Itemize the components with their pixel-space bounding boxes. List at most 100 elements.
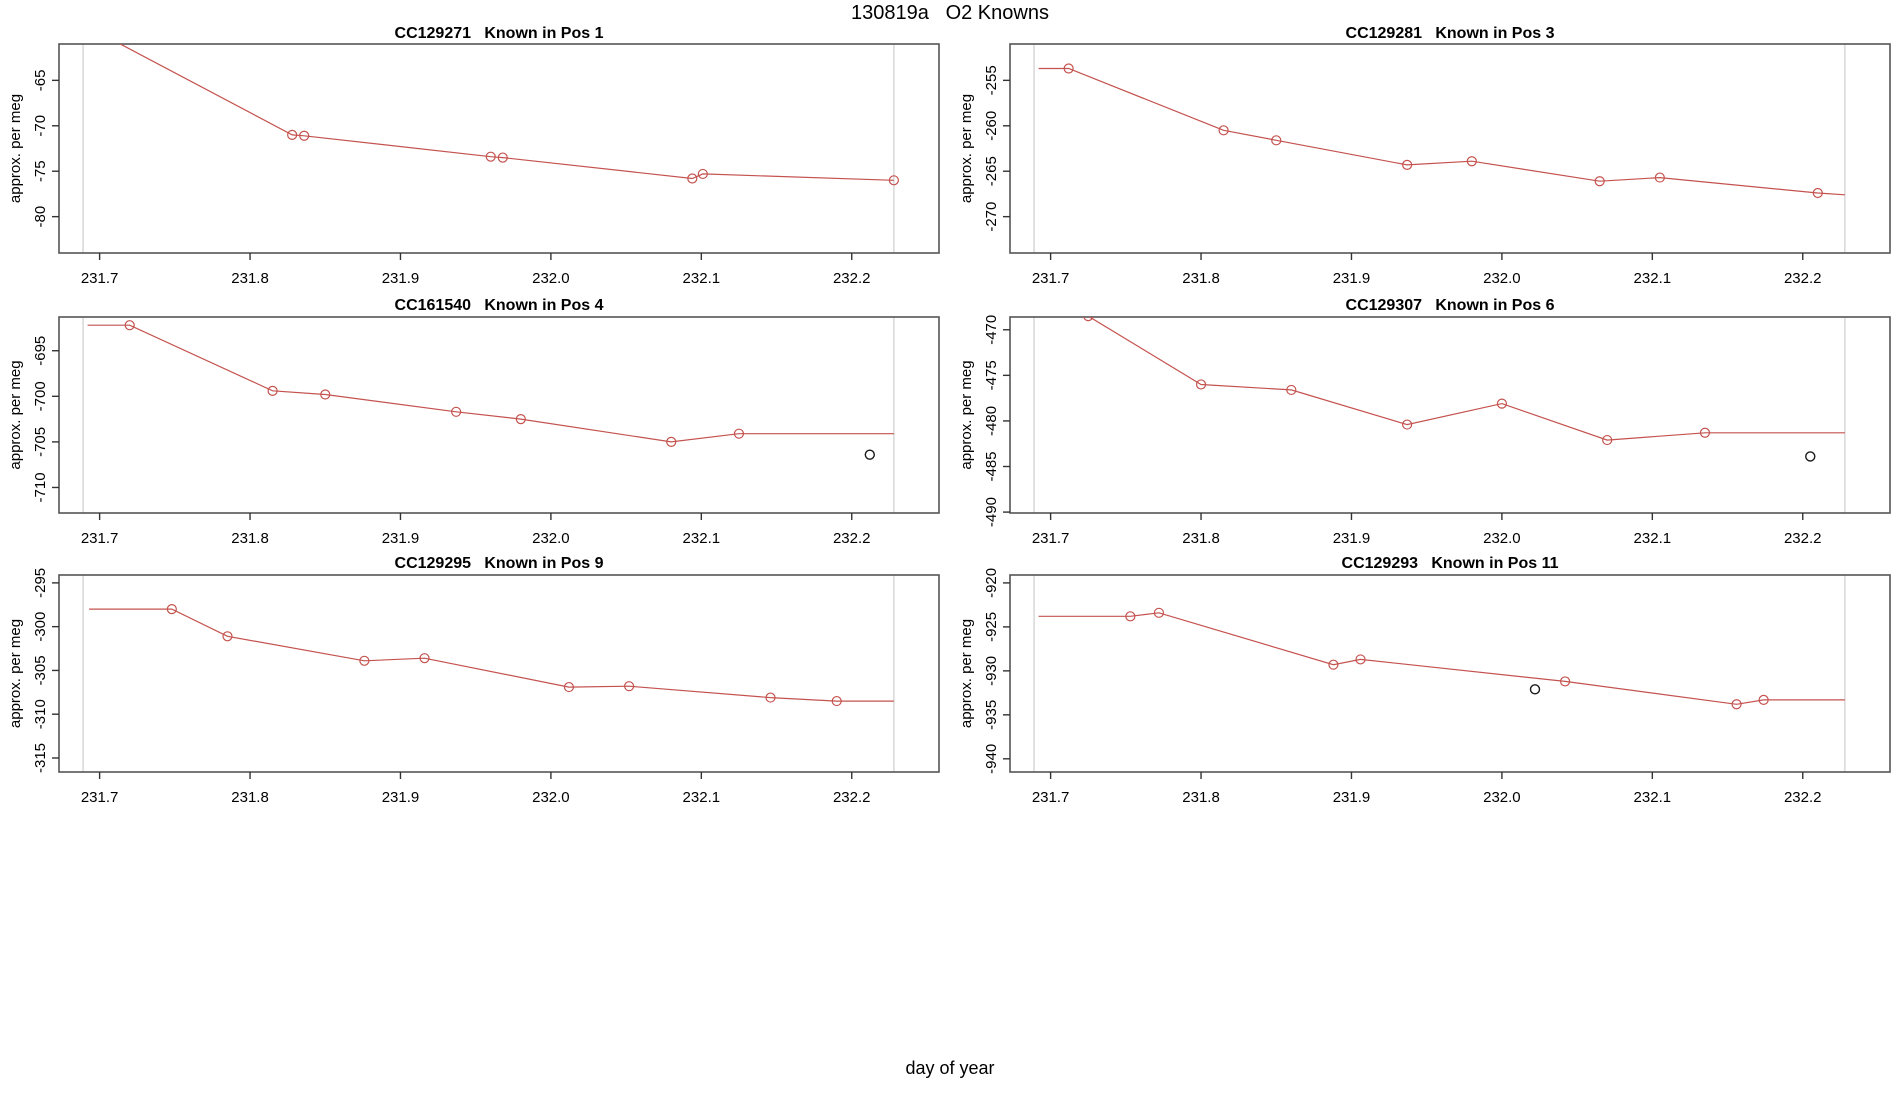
y-tick-label: -310: [32, 699, 49, 729]
y-tick-label: -490: [983, 497, 1000, 527]
x-axis-label: day of year: [905, 1058, 995, 1078]
data-point: [1402, 419, 1413, 430]
y-tick-label: -485: [983, 451, 1000, 481]
data-point: [1083, 317, 1094, 322]
panel-border: [1009, 43, 1891, 254]
data-point: [497, 152, 508, 163]
panel-plot-area: [89, 604, 894, 707]
data-point: [166, 604, 177, 615]
x-tick-label: 232.1: [1634, 789, 1672, 806]
x-tick-label: 232.0: [532, 270, 570, 287]
y-tick-label: -475: [983, 360, 1000, 390]
x-tick-label: 231.7: [81, 530, 119, 547]
x-tick-label: 232.2: [1784, 789, 1822, 806]
data-point: [1699, 427, 1711, 438]
x-tick-label: 231.9: [1333, 270, 1371, 287]
data-point: [666, 436, 677, 447]
x-tick-label: 232.2: [1784, 270, 1822, 287]
data-point: [1594, 176, 1605, 187]
y-tick-label: -480: [983, 406, 1000, 436]
x-tick-label: 232.0: [532, 530, 570, 547]
y-axis-label: approx. per meg: [958, 619, 975, 728]
data-point: [124, 320, 135, 331]
y-tick-label: -260: [983, 111, 1000, 141]
y-axis-label: approx. per meg: [958, 360, 975, 469]
x-tick-label: 232.1: [683, 270, 721, 287]
x-tick-label: 231.9: [382, 270, 420, 287]
x-tick-label: 231.7: [81, 789, 119, 806]
data-point: [1559, 676, 1571, 687]
data-point: [267, 385, 278, 396]
panel-border: [58, 43, 940, 254]
x-tick-label: 231.7: [1032, 789, 1070, 806]
series-line: [1038, 67, 1845, 196]
x-tick-label: 232.2: [833, 270, 871, 287]
panel-CC129295: 231.7 231.8 231.9 232.0 232.1 232.2 -295 -300 -3…: [7, 555, 940, 806]
y-tick-label: -265: [983, 156, 1000, 186]
data-point: [320, 389, 331, 400]
y-tick-label: -305: [32, 655, 49, 685]
y-tick-label: -295: [32, 568, 49, 598]
panel-border: [1009, 316, 1891, 514]
data-point: [1402, 159, 1413, 170]
data-point: [515, 414, 526, 425]
data-point: [1466, 156, 1477, 167]
panel-plot-area: [118, 44, 899, 186]
data-point: [485, 151, 496, 162]
outlier-point: [1529, 684, 1541, 695]
x-tick-label: 231.9: [1333, 789, 1371, 806]
x-tick-label: 232.0: [1483, 789, 1521, 806]
x-tick-label: 232.1: [683, 530, 721, 547]
x-tick-label: 231.9: [382, 789, 420, 806]
data-point: [765, 692, 776, 703]
y-tick-label: -470: [983, 315, 1000, 345]
outlier-point: [864, 449, 876, 460]
x-tick-label: 231.8: [231, 270, 269, 287]
series-line: [87, 324, 894, 443]
y-tick-label: -255: [983, 65, 1000, 95]
panel-title: CC161540 Known in Pos 4: [395, 297, 604, 314]
panel-plot-area: [87, 320, 894, 460]
data-point: [624, 681, 635, 692]
panel-CC129293: 231.7 231.8 231.9 232.0 232.1 232.2 -920 -925 -9…: [958, 555, 1891, 806]
x-tick-label: 231.8: [1182, 789, 1220, 806]
data-point: [1355, 654, 1366, 665]
x-tick-label: 232.1: [1634, 530, 1672, 547]
y-tick-label: -300: [32, 612, 49, 642]
data-point: [1063, 63, 1074, 74]
data-point: [1496, 398, 1507, 409]
panel-border: [58, 574, 940, 773]
data-point: [1125, 611, 1136, 622]
data-point: [831, 695, 842, 707]
data-point: [697, 168, 708, 180]
data-point: [563, 681, 575, 693]
series-line: [1038, 612, 1845, 705]
y-tick-label: -65: [32, 70, 49, 92]
y-tick-label: -270: [983, 202, 1000, 232]
x-tick-label: 231.9: [382, 530, 420, 547]
y-tick-label: -315: [32, 743, 49, 773]
panel-CC129281: 231.7 231.8 231.9 232.0 232.1 232.2 -255 -260 -2…: [958, 25, 1891, 287]
x-tick-label: 231.9: [1333, 530, 1371, 547]
series-line: [1088, 317, 1845, 441]
panel-plot-area: [1038, 607, 1845, 710]
series-line: [89, 608, 894, 702]
data-point: [451, 406, 462, 417]
y-tick-label: -80: [32, 206, 49, 228]
x-tick-label: 232.2: [1784, 530, 1822, 547]
y-tick-label: -695: [32, 336, 49, 366]
panel-border: [58, 316, 940, 514]
x-tick-label: 232.1: [683, 789, 721, 806]
data-point: [1812, 187, 1823, 199]
series-line: [118, 44, 894, 181]
panel-plot-area: [1083, 317, 1845, 462]
y-tick-label: -940: [983, 744, 1000, 774]
panel-title: CC129295 Known in Pos 9: [395, 555, 604, 572]
outlier-point: [1805, 451, 1816, 462]
x-tick-label: 231.8: [231, 530, 269, 547]
panel-plot-area: [1038, 63, 1845, 199]
panel-title: CC129271 Known in Pos 1: [395, 25, 604, 42]
x-tick-label: 232.0: [532, 789, 570, 806]
